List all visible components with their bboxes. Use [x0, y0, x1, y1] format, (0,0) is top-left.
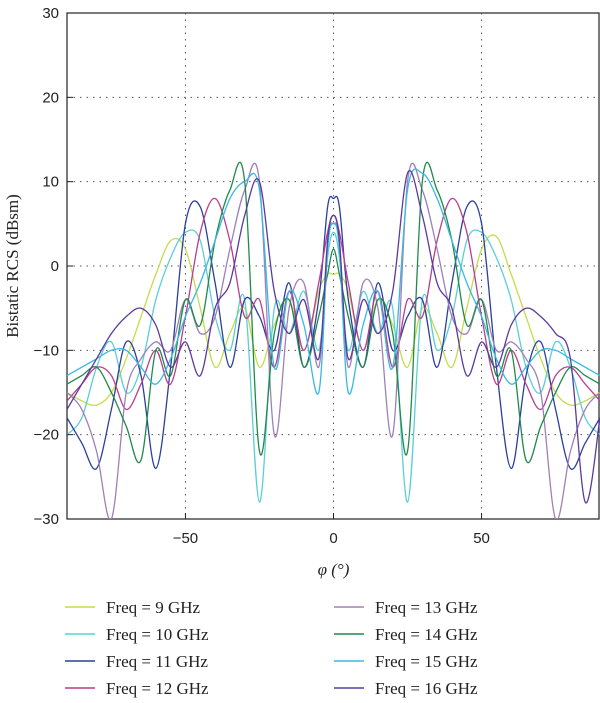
legend-item: Freq = 10 GHz — [65, 625, 209, 644]
y-axis-label: Bistatic RCS (dBsm) — [3, 194, 22, 338]
plot-area: −30 −20 −10 0 10 20 30 −50 0 50 — [34, 5, 600, 547]
legend-label: Freq = 15 GHz — [375, 652, 478, 671]
series-line-8 — [67, 170, 600, 504]
legend-item: Freq = 15 GHz — [334, 652, 478, 671]
x-tick-label: 50 — [473, 530, 490, 547]
legend-item: Freq = 9 GHz — [65, 598, 201, 617]
series-line-2 — [67, 229, 600, 503]
series-line-6 — [67, 161, 600, 464]
axis-ticks: −30 −20 −10 0 10 20 30 −50 0 50 — [34, 5, 490, 547]
series-line-3 — [67, 195, 600, 470]
x-tick-label: 0 — [329, 530, 337, 547]
y-tick-label: 0 — [51, 258, 59, 275]
legend-label: Freq = 12 GHz — [106, 679, 209, 698]
legend: Freq = 9 GHz Freq = 10 GHz Freq = 11 GHz Fr… — [65, 598, 478, 698]
series-lines — [67, 161, 600, 519]
legend-label: Freq = 13 GHz — [375, 598, 478, 617]
series-line-7 — [67, 168, 600, 395]
legend-label: Freq = 10 GHz — [106, 625, 209, 644]
y-tick-label: 20 — [42, 89, 59, 106]
legend-label: Freq = 14 GHz — [375, 625, 478, 644]
series-line-1 — [67, 234, 600, 407]
legend-item: Freq = 11 GHz — [65, 652, 208, 671]
legend-item: Freq = 12 GHz — [65, 679, 209, 698]
legend-label: Freq = 9 GHz — [106, 598, 201, 617]
y-tick-label: 30 — [42, 5, 59, 22]
grid-lines — [67, 13, 600, 519]
y-tick-label: −30 — [34, 511, 59, 528]
legend-label: Freq = 16 GHz — [375, 679, 478, 698]
x-axis-label: φ (°) — [318, 560, 350, 579]
x-tick-label: −50 — [173, 530, 198, 547]
y-tick-label: −20 — [34, 427, 59, 444]
legend-item: Freq = 16 GHz — [334, 679, 478, 698]
legend-item: Freq = 13 GHz — [334, 598, 478, 617]
legend-item: Freq = 14 GHz — [334, 625, 478, 644]
legend-label: Freq = 11 GHz — [106, 652, 208, 671]
y-tick-label: −10 — [34, 342, 59, 359]
y-tick-label: 10 — [42, 174, 59, 191]
